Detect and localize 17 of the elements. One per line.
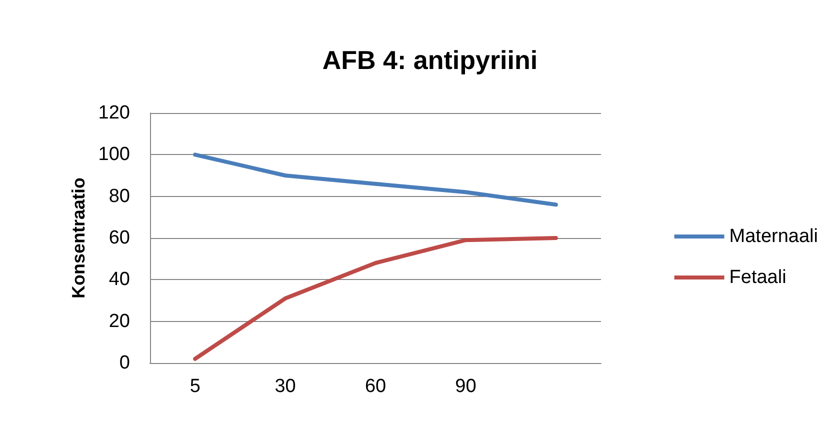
legend-label: Fetaali: [729, 267, 786, 288]
y-tick-label: 0: [119, 352, 130, 374]
y-axis-title: Konsentraatio: [68, 177, 88, 299]
x-tick-label: 60: [364, 376, 386, 397]
y-tick-label: 120: [98, 102, 130, 124]
y-tick-label: 100: [98, 144, 130, 166]
chart-title: AFB 4: antipyriini: [322, 45, 538, 75]
x-tick-label: 30: [274, 376, 296, 397]
x-tick-label: 5: [190, 376, 200, 397]
x-tick-label: 90: [455, 376, 476, 397]
line-series: [193, 236, 558, 361]
y-tick-label: 40: [108, 269, 130, 290]
y-tick-label: 20: [108, 310, 130, 332]
y-tick-label: 80: [108, 186, 130, 207]
line-series: [193, 152, 558, 207]
legend-label: Maternaali: [729, 226, 818, 247]
y-tick-label: 60: [108, 228, 130, 248]
